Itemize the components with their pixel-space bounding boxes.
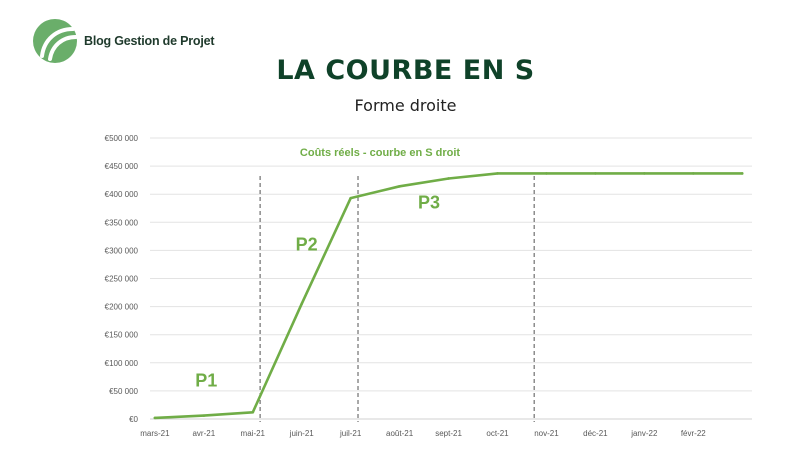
data-point — [447, 177, 450, 180]
x-tick-label: mars-21 — [140, 429, 170, 438]
y-tick-label: €250 000 — [105, 275, 139, 284]
data-point — [496, 172, 499, 175]
data-point — [398, 185, 401, 188]
brand-name: Blog Gestion de Projet — [84, 34, 215, 48]
x-tick-label: août-21 — [386, 429, 414, 438]
phase-label: P1 — [195, 370, 217, 390]
page-subtitle: Forme droite — [354, 96, 457, 115]
page-title: LA COURBE EN S — [276, 55, 535, 86]
data-point — [300, 302, 304, 306]
data-point — [740, 172, 744, 175]
x-tick-label: juil-21 — [339, 429, 362, 438]
x-tick-label: janv-22 — [630, 429, 658, 438]
data-point — [202, 414, 206, 417]
x-tick-label: déc-21 — [583, 429, 608, 438]
data-point — [594, 172, 597, 175]
x-tick-label: oct-21 — [486, 429, 509, 438]
x-tick-label: juin-21 — [289, 429, 315, 438]
data-point — [643, 172, 646, 175]
x-tick-label: sept-21 — [435, 429, 462, 438]
y-tick-label: €100 000 — [105, 359, 139, 368]
y-tick-label: €500 000 — [105, 134, 139, 143]
data-point — [251, 410, 255, 414]
x-tick-label: nov-21 — [534, 429, 559, 438]
data-point — [545, 172, 548, 175]
brand: Blog Gestion de Projet — [30, 16, 215, 66]
y-tick-label: €350 000 — [105, 218, 139, 227]
data-point — [691, 172, 695, 175]
phase-label: P2 — [296, 234, 318, 254]
y-tick-label: €200 000 — [105, 303, 139, 312]
data-point — [349, 196, 352, 200]
y-tick-label: €450 000 — [105, 162, 139, 171]
x-tick-label: avr-21 — [192, 429, 215, 438]
series-line — [153, 172, 744, 420]
x-tick-label: mai-21 — [241, 429, 266, 438]
phase-label: P3 — [418, 192, 440, 212]
y-tick-label: €400 000 — [105, 190, 139, 199]
brand-logo-icon — [33, 19, 78, 63]
data-point — [153, 416, 157, 420]
y-tick-label: €0 — [129, 415, 138, 424]
chart-title: Coûts réels - courbe en S droit — [300, 147, 460, 159]
y-tick-label: €300 000 — [105, 246, 139, 255]
y-tick-label: €150 000 — [105, 331, 139, 340]
x-tick-label: févr-22 — [681, 429, 706, 438]
y-tick-label: €50 000 — [109, 387, 138, 396]
